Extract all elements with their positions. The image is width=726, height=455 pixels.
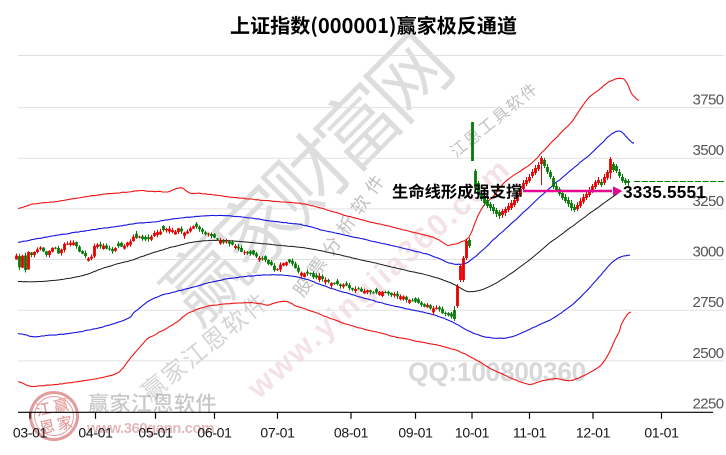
svg-text:09-01: 09-01 <box>398 425 433 441</box>
svg-text:01-01: 01-01 <box>644 425 679 441</box>
svg-text:3750: 3750 <box>693 92 724 109</box>
svg-text:3335.5551: 3335.5551 <box>623 182 706 202</box>
svg-text:07-01: 07-01 <box>260 425 295 441</box>
svg-text:10-01: 10-01 <box>455 425 490 441</box>
svg-text:06-01: 06-01 <box>197 425 232 441</box>
svg-text:2500: 2500 <box>693 345 724 362</box>
svg-text:11-01: 11-01 <box>513 425 547 441</box>
svg-text:3000: 3000 <box>693 244 724 261</box>
svg-text:03-01: 03-01 <box>13 425 48 441</box>
svg-text:08-01: 08-01 <box>334 425 369 441</box>
svg-text:05-01: 05-01 <box>138 425 173 441</box>
svg-text:2750: 2750 <box>693 294 724 311</box>
svg-text:2250: 2250 <box>693 396 724 413</box>
svg-text:04-01: 04-01 <box>78 425 113 441</box>
svg-text:3250: 3250 <box>693 193 724 210</box>
svg-text:www.360gann.com: www.360gann.com <box>86 420 214 437</box>
svg-text:3500: 3500 <box>693 142 724 159</box>
svg-text:12-01: 12-01 <box>576 425 611 441</box>
